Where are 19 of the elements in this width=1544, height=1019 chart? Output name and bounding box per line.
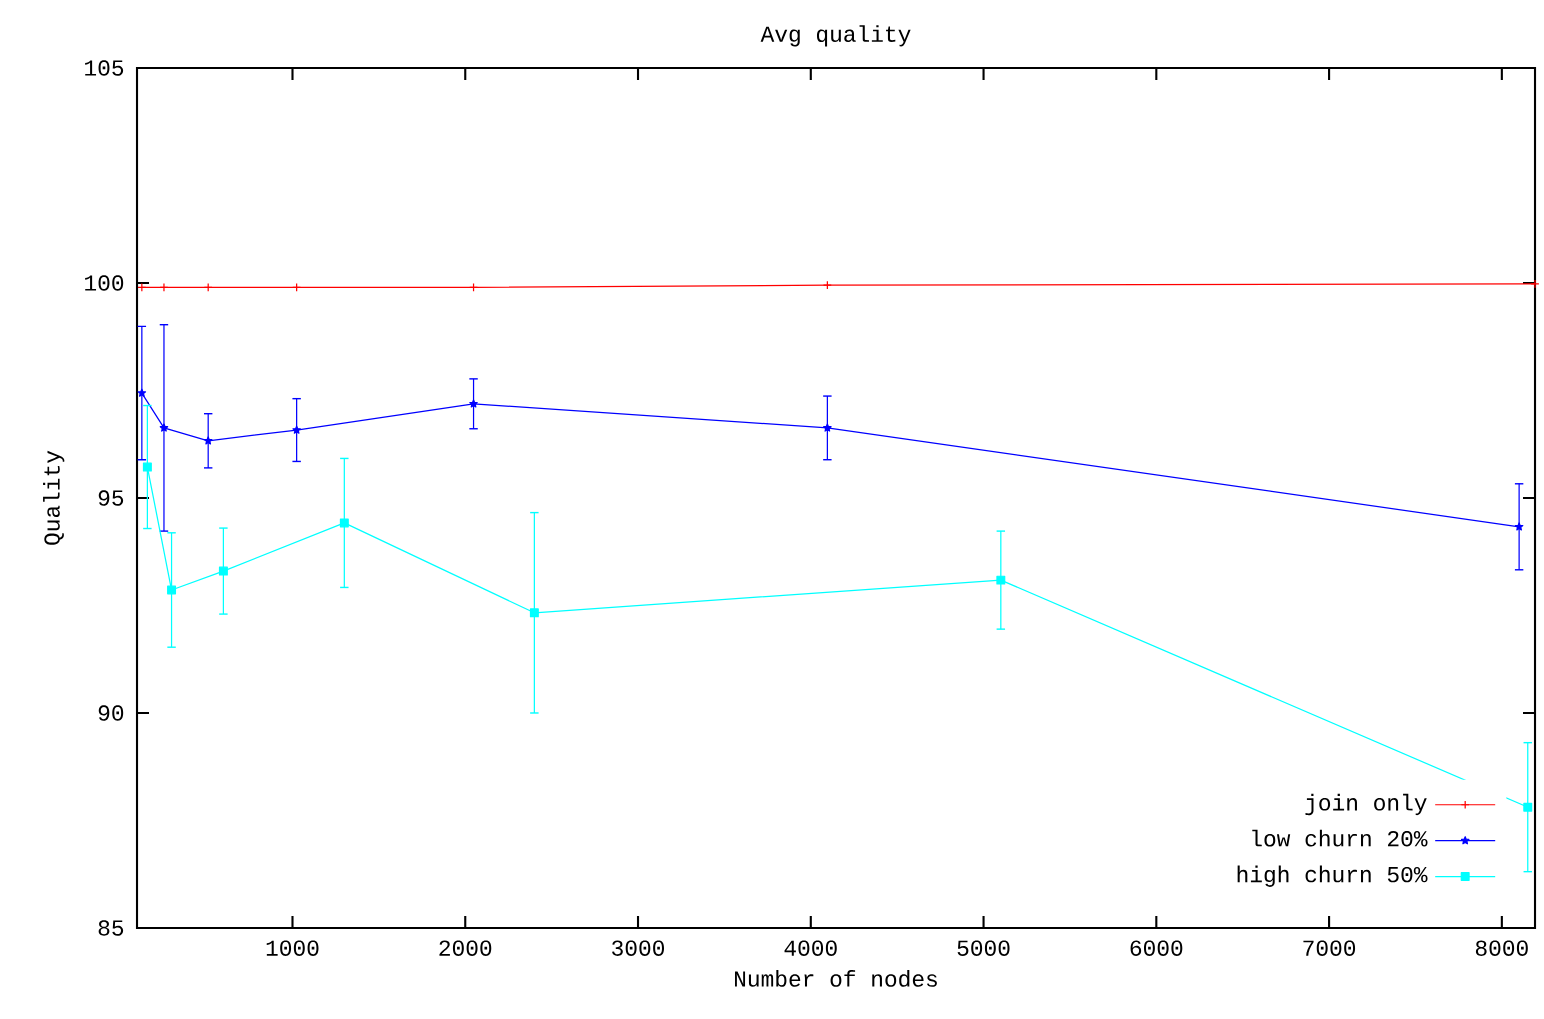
x-tick-label: 3000	[612, 940, 665, 956]
y-tick-label: 90	[98, 705, 124, 721]
x-tick-label: 5000	[957, 940, 1010, 956]
x-tick-label: 1000	[266, 940, 319, 956]
y-tick-label: 85	[98, 920, 124, 936]
x-axis-title: Number of nodes	[735, 970, 937, 987]
legend-label: high churn 50%	[1237, 865, 1428, 887]
legend-label: low churn 20%	[1252, 829, 1428, 847]
legend-label: join only	[1305, 793, 1427, 816]
x-tick-label: 2000	[439, 940, 492, 956]
y-tick-label: 100	[85, 275, 124, 291]
y-tick-label: 105	[85, 60, 124, 76]
x-tick-label: 7000	[1303, 940, 1356, 956]
y-tick-label: 95	[98, 490, 124, 506]
chart-title: Avg quality	[760, 25, 911, 47]
x-tick-label: 8000	[1475, 940, 1528, 956]
x-tick-label: 6000	[1130, 940, 1183, 956]
y-axis-title: Quality	[43, 450, 65, 545]
x-tick-label: 4000	[784, 940, 837, 956]
